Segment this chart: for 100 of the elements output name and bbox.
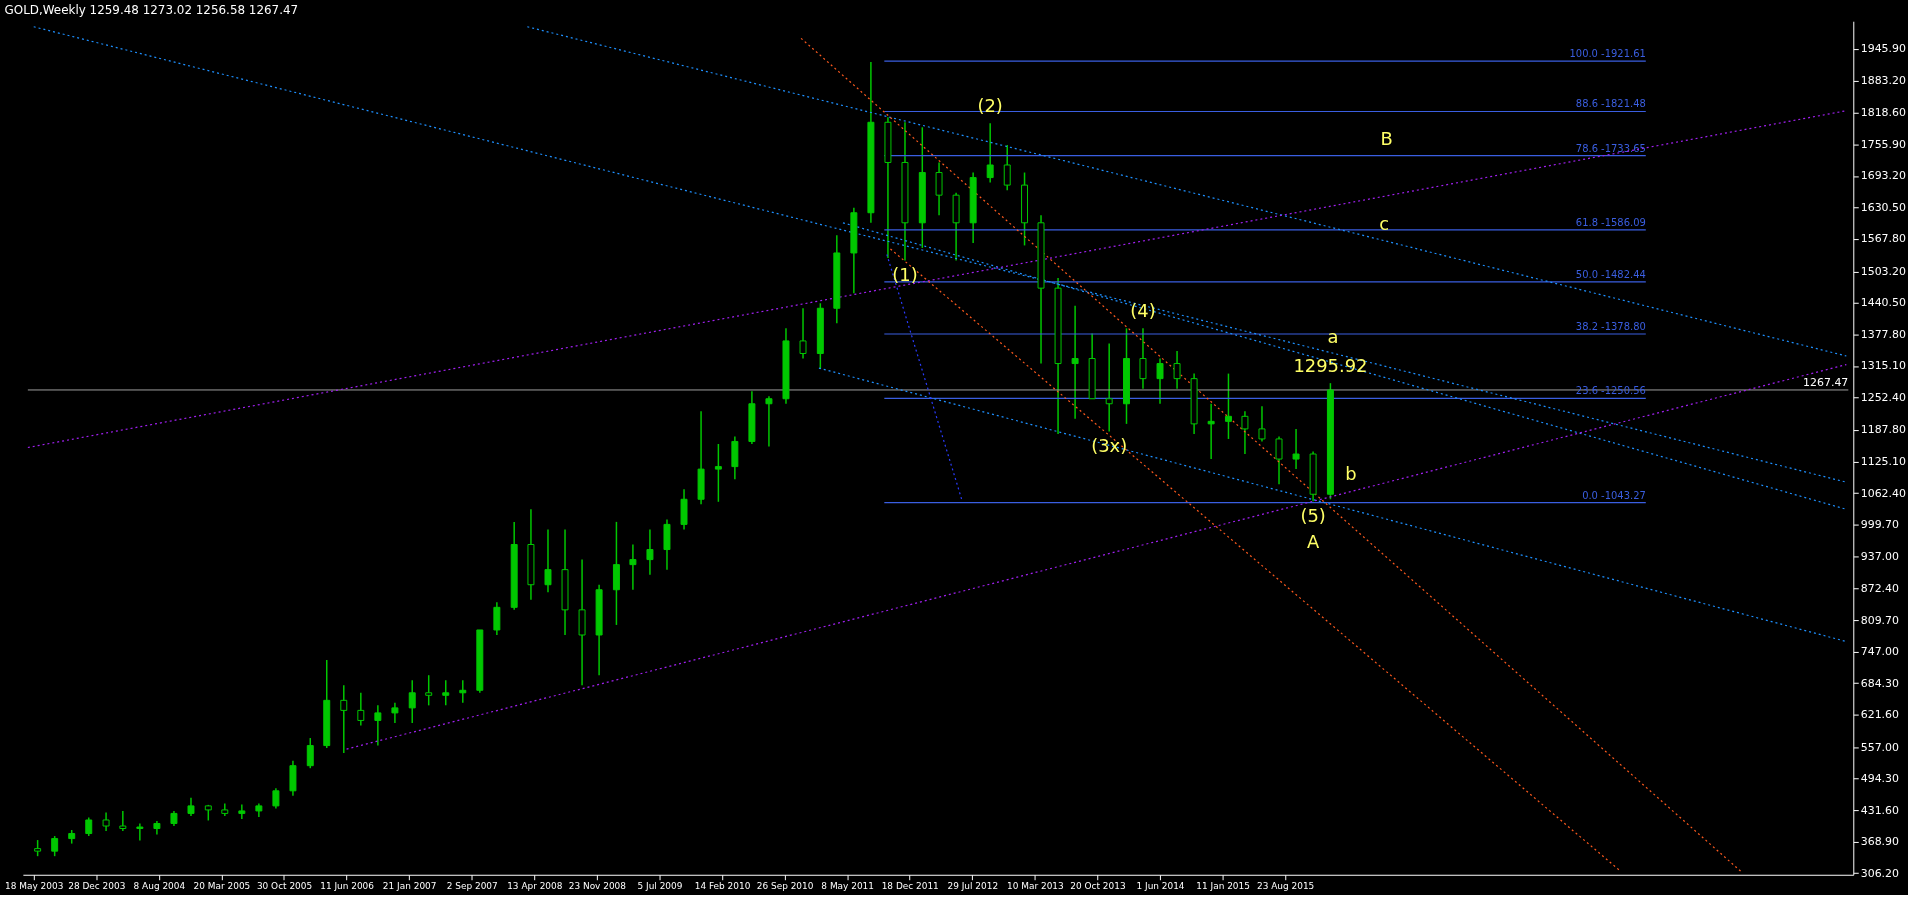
x-tick-label: 8 May 2011 [821, 881, 874, 892]
series-label: 100.0 -1921.61 [1569, 48, 1646, 60]
x-tick-label: 13 Apr 2008 [507, 881, 563, 892]
x-tick-label: 11 Jun 2006 [320, 881, 375, 892]
candlestick [119, 810, 127, 832]
annotation: (2) [977, 95, 1003, 117]
y-tick-label: 1503.20 [1860, 264, 1907, 278]
candlestick [85, 816, 93, 837]
y-tick-label: 1315.10 [1860, 359, 1907, 373]
candlestick [1003, 144, 1011, 191]
x-tick-label: 28 Dec 2003 [68, 881, 126, 892]
ref-line-label: 1267.47 [1803, 375, 1849, 389]
candlestick [1139, 327, 1147, 390]
candlestick [459, 679, 467, 704]
candlestick [238, 803, 246, 820]
candlestick [493, 601, 501, 636]
candlestick [1207, 403, 1215, 460]
y-tick-label: 1630.50 [1860, 200, 1907, 214]
x-tick-label: 30 Oct 2005 [256, 881, 313, 892]
y-tick-label: 1440.50 [1860, 296, 1907, 310]
series-label: 0.0 -1043.27 [1582, 489, 1646, 501]
y-tick-label: 937.00 [1860, 549, 1900, 563]
candlestick [1173, 350, 1181, 390]
candlestick [374, 704, 382, 747]
annotation: a [1327, 325, 1339, 347]
annotation: (1) [892, 264, 918, 286]
annotation: (4) [1130, 300, 1156, 322]
candlestick [646, 528, 654, 576]
candlestick [714, 443, 722, 503]
y-tick-label: 1818.60 [1860, 106, 1907, 120]
series-label: 50.0 -1482.44 [1575, 268, 1646, 280]
y-tick-label: 1187.80 [1860, 423, 1907, 437]
candlestick [306, 737, 314, 769]
x-tick-label: 26 Sep 2010 [756, 881, 814, 892]
x-tick-label: 23 Nov 2008 [568, 881, 627, 892]
x-tick-label: 11 Jan 2015 [1196, 881, 1250, 892]
x-tick-label: 10 Mar 2013 [1007, 881, 1064, 892]
x-tick-label: 21 Jan 2007 [382, 881, 437, 892]
x-tick-label: 5 Jul 2009 [637, 881, 683, 892]
y-tick-label: 557.00 [1860, 740, 1900, 754]
annotation: 1295.92 [1293, 355, 1368, 377]
y-tick-label: 1755.90 [1860, 137, 1907, 151]
annotation: B [1380, 127, 1393, 149]
candlestick [272, 787, 280, 810]
y-tick-label: 1252.40 [1860, 391, 1907, 405]
y-tick-label: 1945.90 [1860, 42, 1907, 56]
y-tick-label: 1693.20 [1860, 169, 1907, 183]
candlestick [442, 679, 450, 707]
y-tick-label: 621.60 [1860, 708, 1900, 722]
candlestick [1071, 304, 1079, 420]
series-label: 61.8 -1586.09 [1575, 216, 1646, 228]
y-tick-label: 431.60 [1860, 803, 1900, 817]
y-tick-label: 684.30 [1860, 676, 1900, 690]
y-tick-label: 872.40 [1860, 582, 1900, 596]
candlestick [1292, 428, 1300, 470]
candlestick [340, 684, 348, 754]
x-tick-label: 23 Aug 2015 [1257, 881, 1315, 892]
annotation: b [1345, 463, 1357, 485]
x-tick-label: 1 Jun 2014 [1136, 881, 1185, 892]
candlestick [1224, 372, 1232, 440]
candlestick [357, 692, 365, 727]
annotation: (5) [1300, 505, 1326, 527]
x-tick-label: 18 May 2003 [5, 881, 64, 892]
candlestick [408, 679, 416, 724]
x-tick-label: 14 Feb 2010 [694, 881, 751, 892]
y-tick-label: 999.70 [1860, 518, 1900, 532]
x-tick-label: 8 Aug 2004 [133, 881, 186, 892]
x-tick-label: 2 Sep 2007 [446, 881, 498, 892]
y-tick-label: 306.20 [1860, 866, 1900, 880]
series-label: 38.2 -1378.80 [1575, 321, 1646, 333]
candlestick [1156, 357, 1164, 405]
chart-title: GOLD,Weekly 1259.48 1273.02 1256.58 1267.47 [4, 3, 299, 18]
candlestick [187, 797, 195, 817]
y-tick-label: 494.30 [1860, 772, 1900, 786]
y-tick-label: 1883.20 [1860, 73, 1907, 87]
candlestick [544, 528, 552, 594]
candlestick [799, 307, 807, 360]
y-tick-label: 1062.40 [1860, 486, 1907, 500]
series-label: 23.6 -1250.56 [1575, 385, 1646, 397]
series-label: 78.6 -1733.65 [1575, 142, 1646, 154]
annotation: c [1379, 212, 1389, 234]
candlestick [391, 702, 399, 724]
candlestick [765, 395, 773, 448]
y-tick-label: 809.70 [1860, 613, 1900, 627]
candlestick [136, 822, 144, 842]
candlestick [1258, 405, 1266, 443]
x-tick-label: 20 Oct 2013 [1070, 881, 1126, 892]
y-tick-label: 747.00 [1860, 645, 1900, 659]
series-label: 88.6 -1821.48 [1575, 98, 1646, 110]
x-tick-label: 18 Dec 2011 [881, 881, 939, 892]
annotation: A [1306, 531, 1320, 553]
y-tick-label: 368.90 [1860, 835, 1900, 849]
candlestick [102, 811, 110, 832]
y-tick-label: 1125.10 [1860, 455, 1907, 468]
x-tick-label: 29 Jul 2012 [947, 881, 999, 892]
y-tick-label: 1567.80 [1860, 232, 1907, 246]
annotation: (3x) [1091, 435, 1128, 457]
candlestick [629, 543, 637, 591]
y-tick-label: 1377.80 [1860, 327, 1907, 341]
candlestick [986, 122, 994, 184]
